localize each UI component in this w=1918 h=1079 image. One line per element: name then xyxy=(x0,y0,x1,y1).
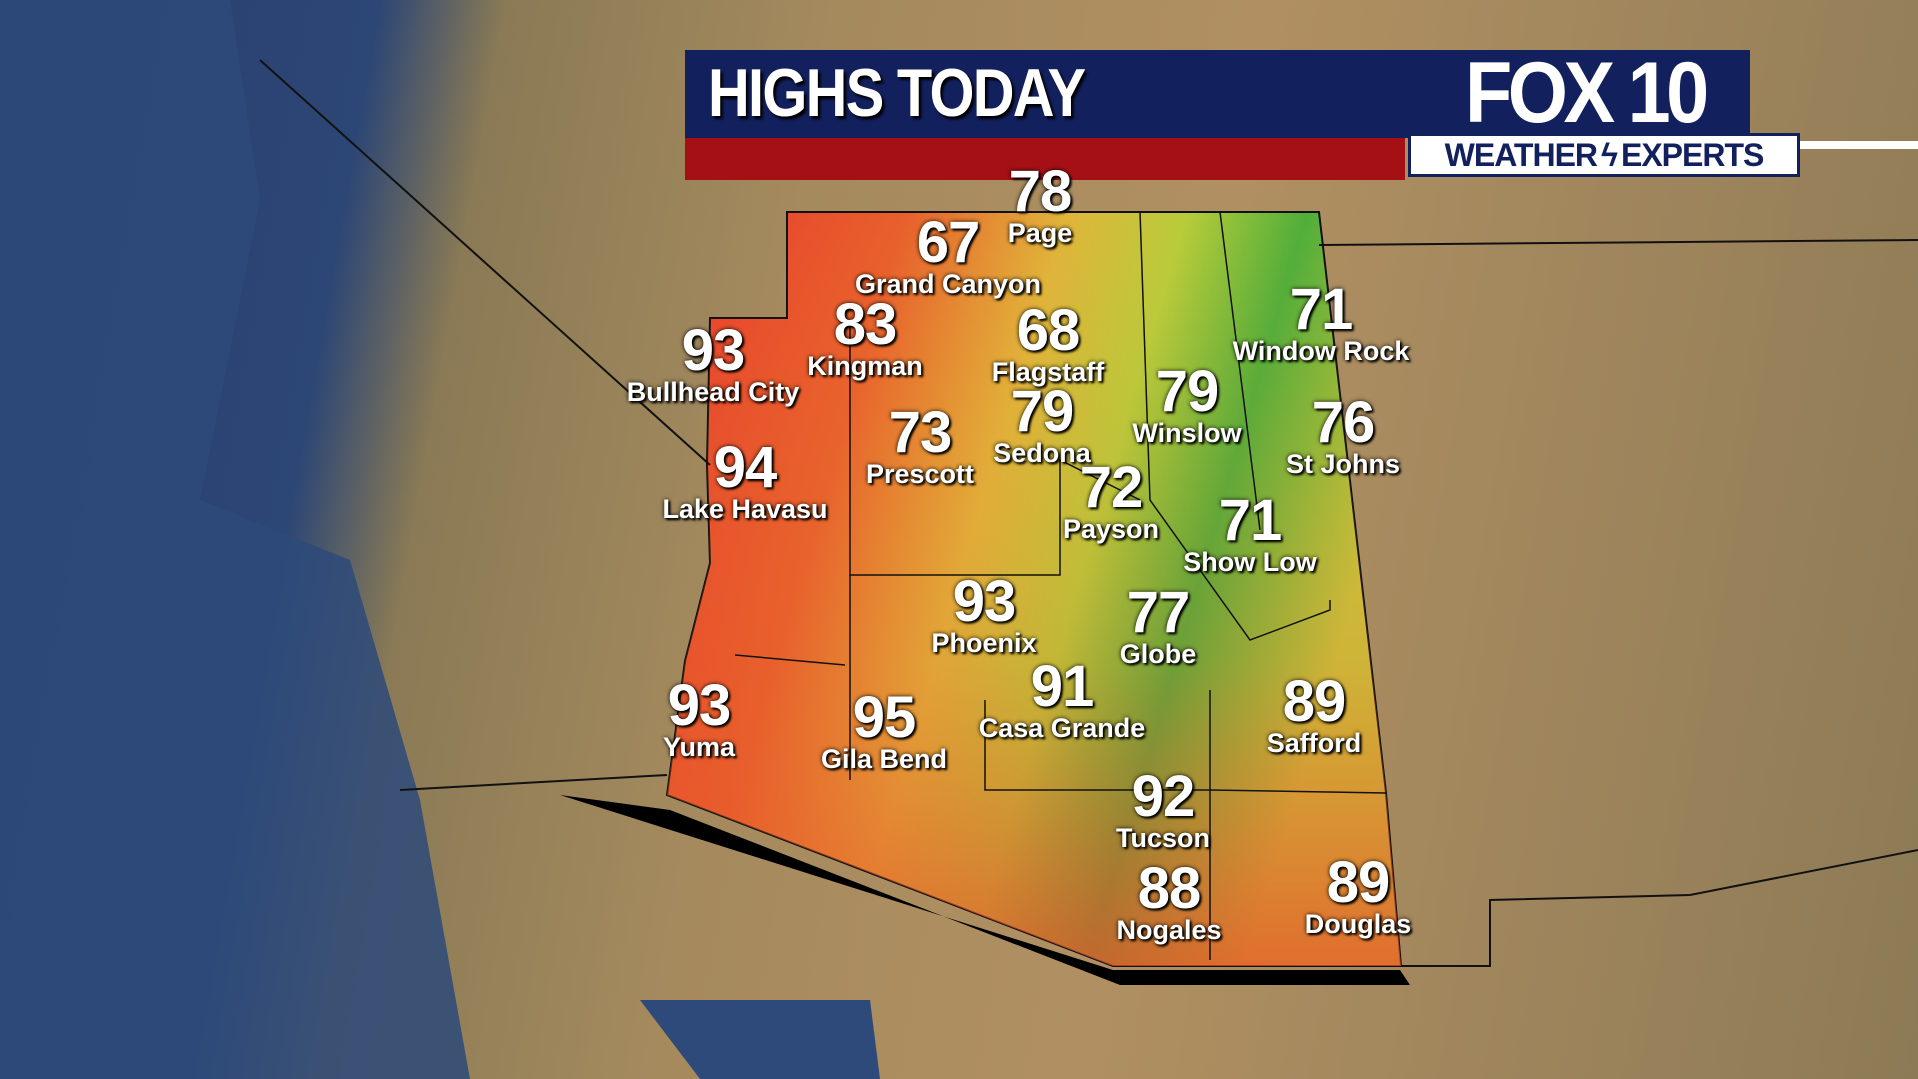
temperature-value: 95 xyxy=(852,684,917,750)
city-label: 88 Nogales xyxy=(1116,855,1222,945)
temperature-value: 73 xyxy=(888,399,953,465)
temperature-value: 72 xyxy=(1079,454,1144,520)
city-name: Tucson xyxy=(1116,822,1210,853)
city-label: 91 Casa Grande xyxy=(978,653,1146,743)
city-name: Yuma xyxy=(662,731,736,762)
city-name: Lake Havasu xyxy=(662,493,828,524)
city-name: St Johns xyxy=(1285,448,1401,479)
temperature-value: 89 xyxy=(1282,668,1347,734)
header-bar xyxy=(685,50,1750,138)
temperature-value: 92 xyxy=(1131,763,1196,829)
city-label: 95 Gila Bend xyxy=(820,684,948,774)
header-accent-bar xyxy=(685,138,1405,180)
city-label: 79 Sedona xyxy=(993,378,1091,468)
city-name: Payson xyxy=(1062,513,1160,544)
city-label: 71 Window Rock xyxy=(1232,276,1410,366)
temperature-value: 68 xyxy=(1016,297,1081,363)
city-label: 89 Douglas xyxy=(1304,849,1412,939)
temperature-value: 79 xyxy=(1155,358,1220,424)
city-name: Grand Canyon xyxy=(854,268,1042,299)
temperature-value: 77 xyxy=(1126,579,1191,645)
city-label: 93 Phoenix xyxy=(931,568,1037,658)
city-label: 77 Globe xyxy=(1119,579,1197,669)
city-label: 67 Grand Canyon xyxy=(854,209,1042,299)
city-name: Nogales xyxy=(1116,914,1222,945)
temperature-value: 94 xyxy=(713,434,778,500)
city-label: 92 Tucson xyxy=(1116,763,1210,853)
city-name: Kingman xyxy=(807,350,923,381)
temperature-value: 93 xyxy=(681,317,746,383)
city-label: 78 Page xyxy=(1007,158,1073,248)
city-label: 68 Flagstaff xyxy=(991,297,1105,387)
temperature-value: 78 xyxy=(1008,158,1073,224)
city-label: 94 Lake Havasu xyxy=(662,434,828,524)
city-name: Winslow xyxy=(1132,417,1242,448)
city-name: Page xyxy=(1007,217,1073,248)
city-name: Casa Grande xyxy=(978,712,1146,743)
city-label: 76 St Johns xyxy=(1285,389,1401,479)
logo-sub-left: WEATHER xyxy=(1444,136,1598,173)
city-name: Gila Bend xyxy=(820,743,948,774)
city-label: 71 Show Low xyxy=(1183,487,1317,577)
city-name: Prescott xyxy=(865,458,975,489)
weather-experts-logo: WEATHER ϟ EXPERTS xyxy=(1408,133,1800,177)
city-name: Window Rock xyxy=(1232,335,1410,366)
city-name: Bullhead City xyxy=(626,376,800,407)
city-label: 93 Yuma xyxy=(662,672,736,762)
city-label: 89 Safford xyxy=(1266,668,1362,758)
lightning-bolt-icon: ϟ xyxy=(1601,136,1618,173)
temperature-value: 83 xyxy=(833,291,898,357)
temperature-value: 89 xyxy=(1326,849,1391,915)
city-name: Globe xyxy=(1119,638,1197,669)
page-title: HIGHS TODAY xyxy=(708,55,1086,131)
fox10-logo: FOX 10 xyxy=(1465,45,1709,141)
temperature-value: 93 xyxy=(952,568,1017,634)
city-name: Show Low xyxy=(1183,546,1317,577)
city-name: Phoenix xyxy=(931,627,1037,658)
temperature-value: 67 xyxy=(916,209,981,275)
city-name: Flagstaff xyxy=(991,356,1105,387)
temperature-value: 71 xyxy=(1218,487,1283,553)
city-label: 72 Payson xyxy=(1062,454,1160,544)
temperature-value: 76 xyxy=(1311,389,1376,455)
city-label: 93 Bullhead City xyxy=(626,317,800,407)
city-label: 79 Winslow xyxy=(1132,358,1242,448)
logo-sub-right: EXPERTS xyxy=(1620,136,1764,173)
temperature-value: 91 xyxy=(1030,653,1095,719)
header-line xyxy=(1800,141,1918,149)
city-name: Douglas xyxy=(1304,908,1412,939)
city-name: Sedona xyxy=(993,437,1091,468)
temperature-value: 88 xyxy=(1137,855,1202,921)
temperature-value: 93 xyxy=(667,672,732,738)
city-label: 73 Prescott xyxy=(865,399,975,489)
city-name: Safford xyxy=(1266,727,1362,758)
city-label: 83 Kingman xyxy=(807,291,923,381)
temperature-value: 79 xyxy=(1010,378,1075,444)
temperature-value: 71 xyxy=(1289,276,1354,342)
